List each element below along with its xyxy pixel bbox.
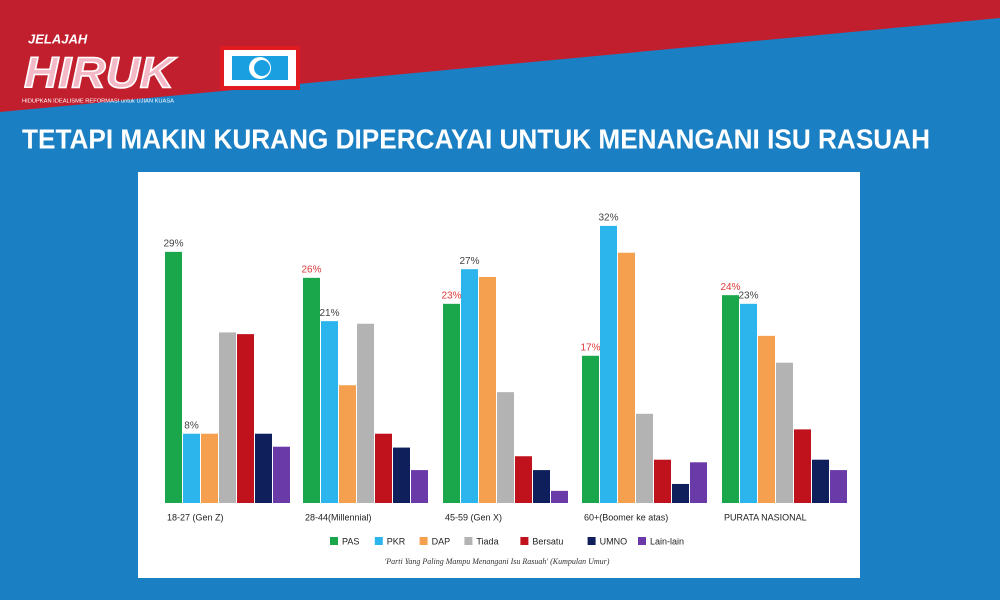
legend-swatch: [419, 537, 428, 545]
value-label: 24%: [720, 282, 740, 293]
chart-panel: [138, 172, 860, 578]
legend-label: DAP: [432, 536, 451, 546]
legend-swatch: [464, 537, 473, 545]
chart-caption: 'Parti Yang Paling Mampu Menangani Isu R…: [385, 557, 610, 566]
value-label: 8%: [184, 420, 199, 431]
bar: [618, 252, 635, 503]
value-label: 21%: [319, 308, 339, 319]
value-label: 27%: [459, 256, 479, 267]
bar: [461, 269, 478, 503]
brand-main: HIRUK: [24, 49, 177, 98]
bar: [443, 303, 460, 503]
bar: [758, 335, 775, 503]
bar: [393, 447, 410, 503]
bar: [794, 429, 811, 503]
bar: [237, 334, 254, 503]
bar: [830, 470, 847, 503]
bar: [165, 251, 182, 503]
bar: [600, 225, 617, 503]
bar: [690, 462, 707, 503]
brand-top: JELAJAH: [28, 31, 88, 46]
bar: [339, 385, 356, 503]
bar: [411, 470, 428, 503]
bar: [273, 446, 290, 503]
legend-label: Tiada: [476, 536, 498, 546]
legend-label: Bersatu: [532, 536, 563, 546]
bar: [582, 355, 599, 503]
bar: [303, 277, 320, 503]
value-label: 23%: [441, 290, 461, 301]
legend-label: PKR: [387, 536, 406, 546]
bar: [533, 470, 550, 503]
bar: [515, 456, 532, 503]
bar: [219, 332, 236, 503]
bar: [636, 413, 653, 503]
legend-swatch: [330, 537, 338, 545]
legend-swatch: [520, 537, 529, 545]
bar: [654, 459, 671, 503]
value-label: 23%: [738, 290, 758, 301]
bar: [321, 321, 338, 503]
legend-label: PAS: [342, 536, 359, 546]
bar: [201, 433, 218, 503]
x-tick-label: 28-44(Millennial): [305, 512, 372, 522]
x-tick-label: 45-59 (Gen X): [445, 512, 502, 522]
x-tick-label: PURATA NASIONAL: [724, 512, 807, 522]
bar: [255, 433, 272, 503]
bar: [672, 483, 689, 503]
legend-swatch: [374, 537, 383, 545]
bar: [740, 303, 757, 503]
value-label: 17%: [580, 342, 600, 353]
brand-sub: HIDUPKAN IDEALISME REFORMASI untuk UJIAN…: [22, 98, 175, 104]
bar: [551, 490, 568, 503]
value-label: 26%: [301, 264, 321, 275]
party-logo: [220, 46, 300, 90]
value-label: 32%: [598, 213, 618, 224]
bar: [183, 433, 200, 503]
legend-label: Lain-lain: [650, 536, 684, 546]
x-tick-label: 60+(Boomer ke atas): [584, 512, 668, 522]
legend-label: UMNO: [600, 536, 628, 546]
bar: [375, 433, 392, 503]
bar: [497, 392, 514, 503]
bar: [776, 362, 793, 503]
legend-swatch: [638, 537, 646, 545]
bar: [479, 276, 496, 503]
bar: [357, 323, 374, 503]
bar: [812, 459, 829, 503]
value-label: 29%: [163, 239, 183, 250]
bar: [722, 295, 739, 503]
headline: TETAPI MAKIN KURANG DIPERCAYAI UNTUK MEN…: [22, 123, 930, 154]
legend-swatch: [587, 537, 596, 545]
x-tick-label: 18-27 (Gen Z): [167, 512, 224, 522]
